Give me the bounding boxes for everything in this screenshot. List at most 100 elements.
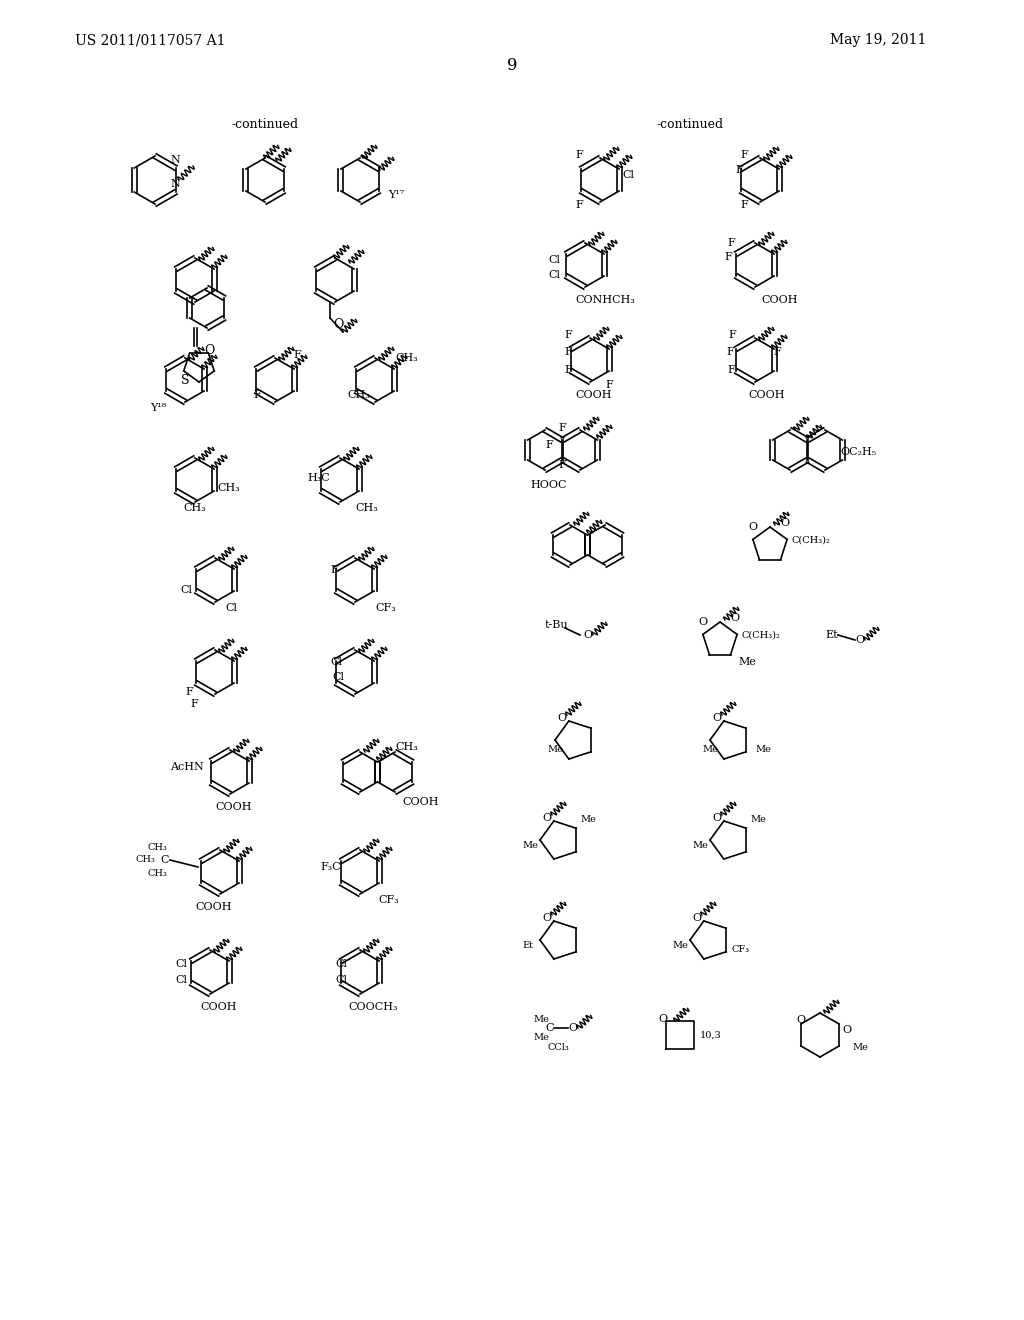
- Text: Me: Me: [702, 746, 718, 755]
- Text: CH₃: CH₃: [395, 742, 418, 752]
- Text: O: O: [796, 1015, 805, 1026]
- Text: CH₃: CH₃: [135, 855, 155, 865]
- Text: O: O: [542, 813, 551, 822]
- Text: O: O: [204, 343, 214, 356]
- Text: t-Bu: t-Bu: [545, 620, 568, 630]
- Text: COOH: COOH: [761, 294, 798, 305]
- Text: Cl: Cl: [175, 975, 187, 985]
- Text: -continued: -continued: [656, 119, 724, 132]
- Text: O: O: [730, 612, 739, 623]
- Text: Me: Me: [755, 746, 771, 755]
- Text: -continued: -continued: [231, 119, 299, 132]
- Text: N: N: [170, 180, 180, 189]
- Text: Me: Me: [580, 816, 596, 825]
- Text: F: F: [190, 700, 198, 709]
- Text: F: F: [558, 422, 565, 433]
- Text: F: F: [564, 366, 571, 375]
- Text: F: F: [545, 440, 553, 450]
- Text: CH₃: CH₃: [217, 483, 240, 492]
- Text: F: F: [605, 380, 612, 389]
- Text: O: O: [557, 713, 566, 723]
- Text: O: O: [542, 913, 551, 923]
- Text: F: F: [727, 366, 735, 375]
- Text: CF₃: CF₃: [732, 945, 751, 954]
- Text: O: O: [692, 913, 701, 923]
- Text: Me: Me: [534, 1015, 549, 1024]
- Text: C: C: [545, 1023, 554, 1034]
- Text: Et: Et: [825, 630, 838, 640]
- Text: O: O: [712, 813, 721, 822]
- Text: F: F: [575, 201, 583, 210]
- Text: F: F: [724, 252, 732, 261]
- Text: CH₃: CH₃: [355, 503, 378, 513]
- Text: CF₃: CF₃: [378, 895, 398, 906]
- Text: Me: Me: [534, 1032, 549, 1041]
- Text: F: F: [727, 238, 735, 248]
- Text: CH₃: CH₃: [147, 842, 167, 851]
- Text: COOH: COOH: [575, 389, 611, 400]
- Text: F: F: [740, 201, 748, 210]
- Text: F: F: [564, 330, 571, 341]
- Text: Cl: Cl: [548, 255, 560, 265]
- Text: F: F: [293, 350, 301, 360]
- Text: C(CH₃)₂: C(CH₃)₂: [742, 631, 780, 639]
- Text: AcHN: AcHN: [170, 762, 204, 772]
- Text: COOH: COOH: [200, 1002, 237, 1012]
- Text: Me: Me: [750, 816, 766, 825]
- Text: CH₃: CH₃: [147, 870, 167, 879]
- Text: O: O: [712, 713, 721, 723]
- Text: OC₂H₅: OC₂H₅: [840, 447, 877, 457]
- Text: F: F: [726, 347, 734, 356]
- Text: Me: Me: [672, 940, 688, 949]
- Text: C: C: [160, 855, 169, 865]
- Text: O: O: [333, 318, 343, 331]
- Text: Et: Et: [522, 940, 534, 949]
- Text: COOCH₃: COOCH₃: [348, 1002, 397, 1012]
- Text: F: F: [728, 330, 736, 341]
- Text: CONHCH₃: CONHCH₃: [575, 294, 635, 305]
- Text: O: O: [780, 517, 790, 528]
- Text: CH₃: CH₃: [347, 389, 370, 400]
- Text: C(CH₃)₂: C(CH₃)₂: [792, 536, 830, 544]
- Text: Cl: Cl: [335, 960, 347, 969]
- Text: US 2011/0117057 A1: US 2011/0117057 A1: [75, 33, 225, 48]
- Text: F: F: [558, 459, 565, 470]
- Text: O: O: [748, 521, 757, 532]
- Text: O: O: [658, 1014, 667, 1024]
- Text: 10,3: 10,3: [700, 1031, 722, 1040]
- Text: O: O: [583, 630, 592, 640]
- Text: Cl: Cl: [332, 672, 344, 682]
- Text: CH₃: CH₃: [395, 352, 418, 363]
- Text: 9: 9: [507, 57, 517, 74]
- Text: CH₃: CH₃: [183, 503, 206, 513]
- Text: Cl: Cl: [175, 960, 187, 969]
- Text: O: O: [842, 1026, 851, 1035]
- Text: Me: Me: [692, 841, 708, 850]
- Text: HOOC: HOOC: [530, 480, 566, 490]
- Text: COOH: COOH: [215, 803, 252, 812]
- Text: Cl: Cl: [335, 975, 347, 985]
- Text: O: O: [698, 616, 708, 627]
- Text: CCl₃: CCl₃: [548, 1043, 569, 1052]
- Text: May 19, 2011: May 19, 2011: [830, 33, 927, 48]
- Text: F: F: [253, 389, 261, 400]
- Text: Cl: Cl: [548, 271, 560, 280]
- Text: Y¹⁷: Y¹⁷: [388, 190, 404, 201]
- Text: Cl: Cl: [330, 657, 342, 667]
- Text: F₃C: F₃C: [319, 862, 341, 873]
- Text: S: S: [181, 374, 189, 387]
- Text: F: F: [740, 150, 748, 160]
- Text: Cl: Cl: [225, 603, 237, 612]
- Text: F: F: [773, 347, 780, 356]
- Text: Me: Me: [547, 746, 563, 755]
- Text: COOH: COOH: [748, 389, 784, 400]
- Text: F: F: [330, 565, 338, 576]
- Text: Me: Me: [522, 841, 538, 850]
- Text: H₃C: H₃C: [307, 473, 330, 483]
- Text: Cl: Cl: [622, 170, 634, 180]
- Text: O: O: [855, 635, 864, 645]
- Text: Cl: Cl: [180, 585, 193, 595]
- Text: F: F: [735, 165, 742, 176]
- Text: COOH: COOH: [402, 797, 438, 807]
- Text: Y¹⁸: Y¹⁸: [150, 403, 166, 413]
